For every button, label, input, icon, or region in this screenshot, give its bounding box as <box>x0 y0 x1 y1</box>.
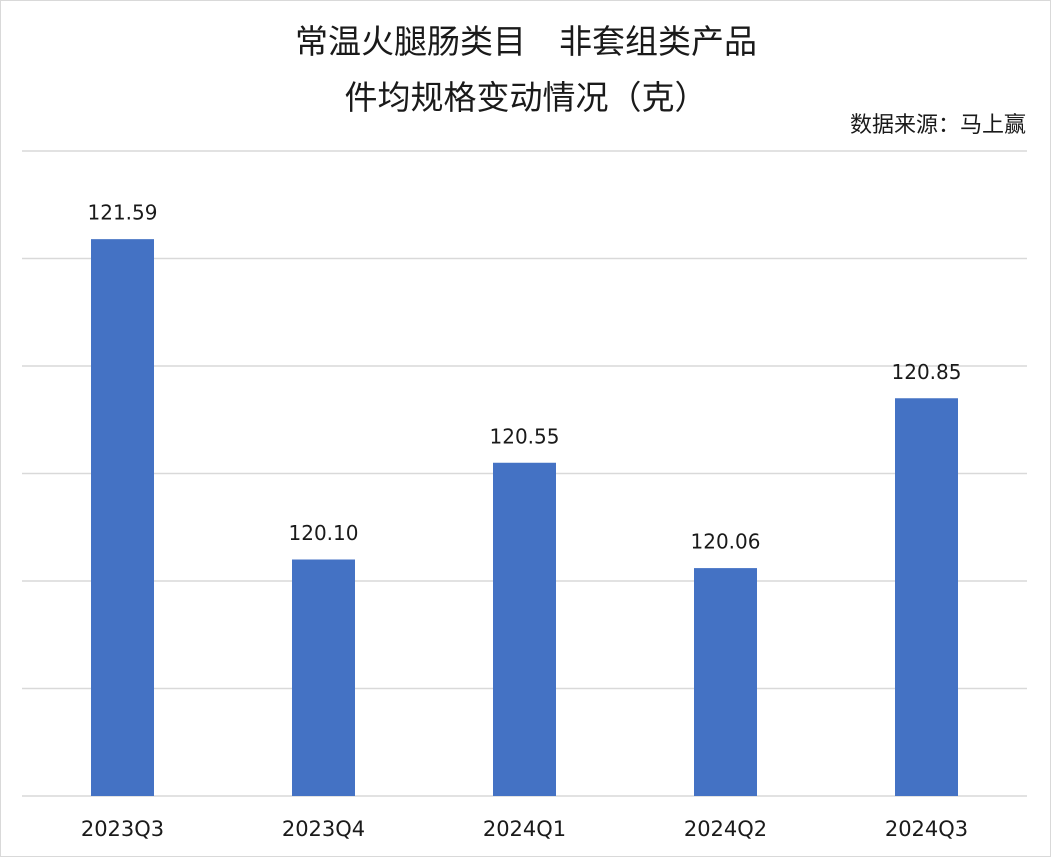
value-label: 120.10 <box>289 521 359 545</box>
bar <box>694 568 757 796</box>
bar <box>91 239 154 796</box>
chart-title: 常温火腿肠类目 非套组类产品 <box>295 22 757 61</box>
bar <box>292 559 355 796</box>
x-tick-label: 2024Q1 <box>483 817 566 841</box>
value-label: 120.85 <box>892 360 962 384</box>
source-note: 数据来源：马上赢 <box>850 113 1026 138</box>
bar <box>895 398 958 796</box>
x-tick-label: 2023Q4 <box>282 817 365 841</box>
value-label: 121.59 <box>88 201 158 225</box>
value-label: 120.06 <box>691 530 761 554</box>
x-tick-label: 2024Q3 <box>885 817 968 841</box>
x-tick-label: 2024Q2 <box>684 817 767 841</box>
x-tick-label: 2023Q3 <box>81 817 164 841</box>
chart-title: 件均规格变动情况（克） <box>345 78 708 117</box>
bar <box>493 462 556 796</box>
value-label: 120.55 <box>490 424 560 448</box>
